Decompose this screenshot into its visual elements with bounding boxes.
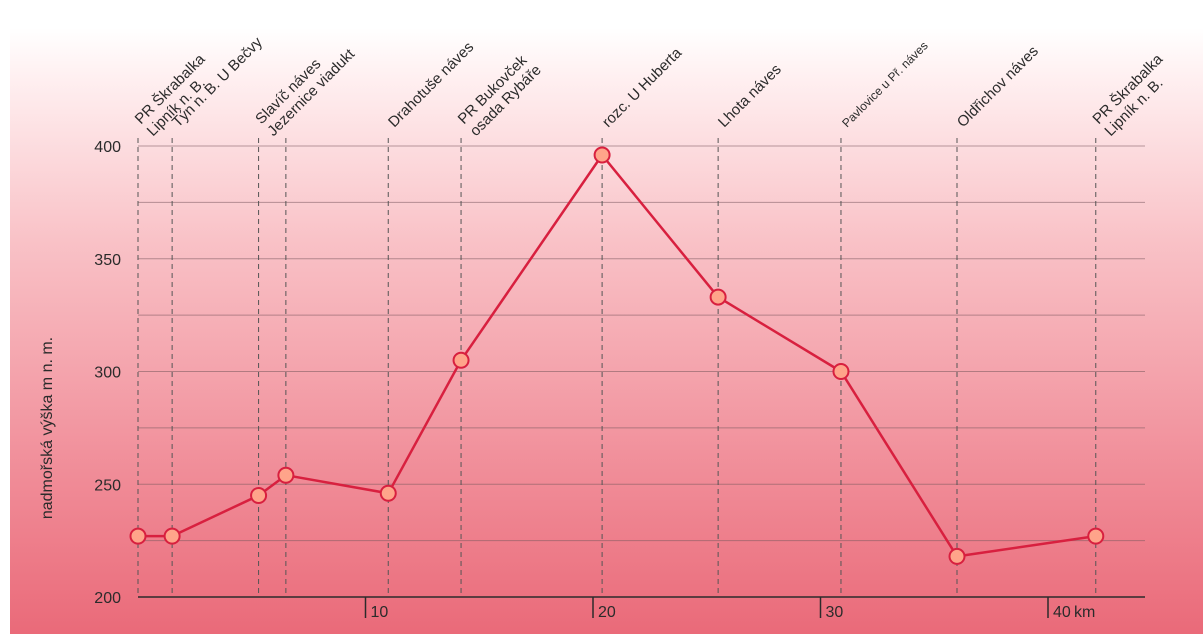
data-point (379, 484, 397, 502)
x-tick-label: 30 (826, 604, 844, 621)
grid-layer (138, 145, 1145, 542)
data-point (832, 363, 850, 380)
data-point (163, 527, 181, 545)
data-point (1087, 527, 1105, 545)
y-axis-label: nadmořská výška m n. m. (39, 337, 56, 519)
x-tick-label: 40 (1053, 604, 1071, 621)
data-point (452, 351, 470, 369)
y-tick-label: 250 (94, 477, 121, 494)
x-tick-label: 10 (371, 604, 389, 621)
chart-background (10, 28, 1203, 634)
data-point (277, 466, 295, 484)
x-tick-label: 20 (598, 604, 616, 621)
y-tick-label: 200 (94, 590, 121, 607)
marker-layer (129, 146, 1105, 565)
data-point (709, 288, 727, 306)
data-point (593, 146, 611, 164)
axis-layer: 200 250 300 350 400 10 20 30 40 km (94, 139, 1145, 621)
y-tick-label: 300 (94, 365, 121, 382)
x-unit-label: km (1074, 604, 1095, 621)
data-point (948, 547, 966, 565)
y-tick-label: 350 (94, 252, 121, 269)
y-tick-label: 400 (94, 139, 121, 156)
data-point (250, 487, 268, 505)
data-point (129, 527, 147, 545)
